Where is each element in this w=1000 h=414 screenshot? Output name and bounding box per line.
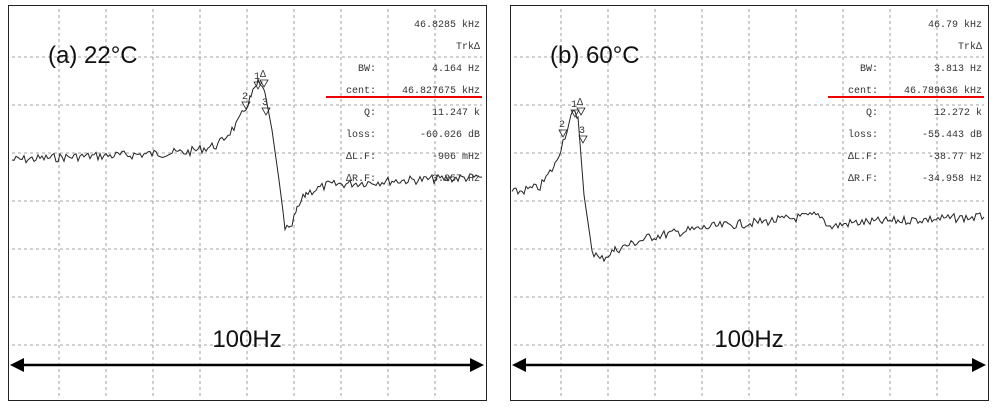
readout-key: BW: — [358, 64, 376, 75]
readout-value: -906 mHz — [432, 152, 480, 163]
marker-triangle — [558, 129, 568, 138]
marker-label: 2 — [559, 120, 565, 131]
readout-value: Trk∆ — [456, 41, 480, 53]
marker-triangle — [570, 109, 580, 118]
readout-key: Q: — [364, 108, 376, 119]
readout-key: cent: — [848, 86, 878, 97]
arrow-head — [512, 358, 526, 372]
marker-triangle — [241, 101, 251, 110]
readout-key: loss: — [346, 129, 376, 141]
readout-key: loss: — [848, 129, 878, 141]
readout-key: cent: — [346, 86, 376, 97]
readout-key: Q: — [866, 108, 878, 119]
marker-triangle — [578, 135, 588, 144]
readout-value: -60.026 dB — [420, 129, 480, 141]
marker-triangle — [576, 107, 586, 116]
span-label: 100Hz — [212, 326, 281, 353]
panel-label: (a) 22°C — [48, 42, 138, 69]
marker-label: 1 — [254, 72, 260, 83]
marker-label: ∆ — [577, 98, 583, 109]
readout-value: 46.8285 kHz — [414, 19, 480, 31]
marker-triangle — [259, 79, 269, 88]
readout-value: -38.77 Hz — [928, 152, 982, 163]
readout-value: 4.164 Hz — [432, 64, 480, 75]
marker-label: 2 — [242, 92, 248, 103]
arrow-head — [10, 358, 24, 372]
readout-key: BW: — [860, 64, 878, 75]
marker-label: 3 — [262, 98, 268, 109]
marker-label: 3 — [579, 126, 585, 137]
arrow-head — [470, 358, 484, 372]
readout-key: ∆R.F: — [346, 174, 376, 185]
readout-value: 46.79 kHz — [928, 19, 982, 31]
panel: 21 3 ∆ (b) 60°C 46.79 kHz Trk∆ BW: 3.813 Hz cent… — [510, 5, 989, 401]
panel: 21 3 ∆ (a) 22°C 46.8285 kHz Trk∆ BW: 4.164 Hz ce… — [8, 5, 487, 401]
panel-label: (b) 60°C — [550, 42, 640, 69]
marker-label: 1 — [571, 100, 577, 111]
readout-value: 46.789636 kHz — [904, 85, 982, 97]
readout-value: 3.813 Hz — [934, 64, 982, 75]
marker-triangle — [253, 81, 263, 90]
panel-frame — [510, 5, 989, 401]
marker-triangle — [261, 107, 271, 116]
arrow-head — [972, 358, 986, 372]
readout-value: 3.257 Hz — [432, 174, 480, 185]
readout-value: -55.443 dB — [922, 129, 982, 141]
readout-value: Trk∆ — [958, 41, 982, 53]
trace — [511, 109, 985, 263]
readout-key: ∆R.F: — [848, 174, 878, 185]
readout-key: ∆L.F: — [848, 152, 878, 163]
readout-value: -34.958 Hz — [922, 174, 982, 185]
panel-frame — [8, 5, 487, 401]
trace — [11, 77, 483, 232]
readout-key: ∆L.F: — [346, 152, 376, 163]
span-label: 100Hz — [714, 326, 783, 353]
readout-value: 46.827675 kHz — [402, 85, 480, 97]
readout-value: 12.272 k — [934, 107, 982, 119]
readout-value: 11.247 k — [432, 107, 480, 119]
marker-label: ∆ — [260, 70, 266, 81]
